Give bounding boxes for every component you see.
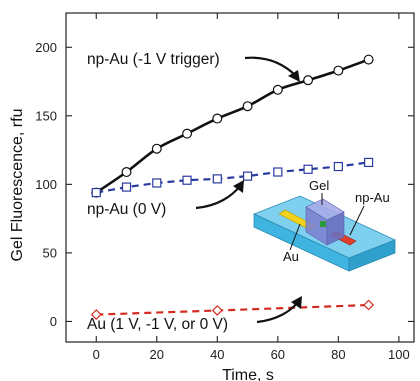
device-inset: Gel np-Au Au <box>252 178 397 272</box>
inset-label-gel: Gel <box>309 178 329 193</box>
data-point <box>303 164 313 174</box>
data-point <box>333 161 343 172</box>
annotation-arrow-au <box>256 301 299 324</box>
annotation-arrowhead-au <box>291 296 302 309</box>
inset-label-np-au: np-Au <box>355 190 390 205</box>
inset-substrate-side <box>348 239 396 272</box>
series-1 <box>91 54 374 198</box>
data-point <box>242 101 253 112</box>
data-point <box>333 65 344 76</box>
x-tick-label: 40 <box>210 347 224 362</box>
data-point <box>242 171 253 181</box>
x-axis-title: Time, s <box>222 367 274 381</box>
x-tick-label: 100 <box>388 347 410 362</box>
y-tick-label: 200 <box>35 40 57 55</box>
annotation-au: Au (1 V, -1 V, or 0 V) <box>87 316 228 333</box>
plot-frame <box>65 12 415 343</box>
series-line <box>95 58 370 194</box>
annotations: np-Au (-1 V trigger) np-Au (0 V) Au (1 V… <box>87 51 302 333</box>
data-point <box>273 167 283 177</box>
data-point <box>363 299 375 311</box>
x-tick-label: 0 <box>93 347 100 362</box>
series-layer <box>90 54 375 321</box>
data-point <box>272 84 283 95</box>
data-point <box>91 187 101 198</box>
data-point <box>212 174 222 184</box>
data-point <box>211 305 223 316</box>
data-point <box>121 182 132 192</box>
series-2 <box>91 157 374 198</box>
annotation-arrow-np-au-trigger <box>244 56 297 77</box>
x-tick-label: 60 <box>271 347 285 362</box>
axes-layer: 0 20 40 60 80 100 0 50 100 150 200 <box>35 12 415 362</box>
annotation-arrow-np-au-0v <box>195 185 241 210</box>
data-point <box>212 113 223 124</box>
y-tick-label: 50 <box>43 245 57 260</box>
inset-gel-side <box>326 211 345 246</box>
annotation-arrowhead-np-au-0v <box>233 180 244 193</box>
y-axis-title: Gel Fluorescence, rfu <box>9 109 26 262</box>
y-tick-label: 100 <box>35 177 57 192</box>
annotation-np-au-0v: np-Au (0 V) <box>87 201 166 218</box>
x-tick-label: 20 <box>150 347 164 362</box>
data-point <box>121 167 132 178</box>
data-point <box>182 128 193 139</box>
series-line <box>96 161 369 194</box>
series-3 <box>90 299 375 321</box>
annotation-np-au-trigger: np-Au (-1 V trigger) <box>87 51 220 68</box>
data-point <box>303 75 314 86</box>
inset-leader-au <box>289 223 301 251</box>
inset-leader-np-au <box>349 205 365 236</box>
inset-gel-center <box>320 221 326 227</box>
data-point <box>152 178 162 188</box>
y-tick-label: 0 <box>50 314 57 329</box>
data-point <box>90 309 102 321</box>
data-point <box>363 54 374 65</box>
data-point <box>182 175 192 185</box>
inset-label-au: Au <box>283 249 299 264</box>
annotation-arrowhead-np-au-trigger <box>288 70 300 82</box>
x-tick-label: 80 <box>331 347 345 362</box>
series-line <box>96 303 369 316</box>
data-point <box>151 143 162 154</box>
data-point <box>364 157 374 168</box>
y-tick-label: 150 <box>35 108 57 123</box>
